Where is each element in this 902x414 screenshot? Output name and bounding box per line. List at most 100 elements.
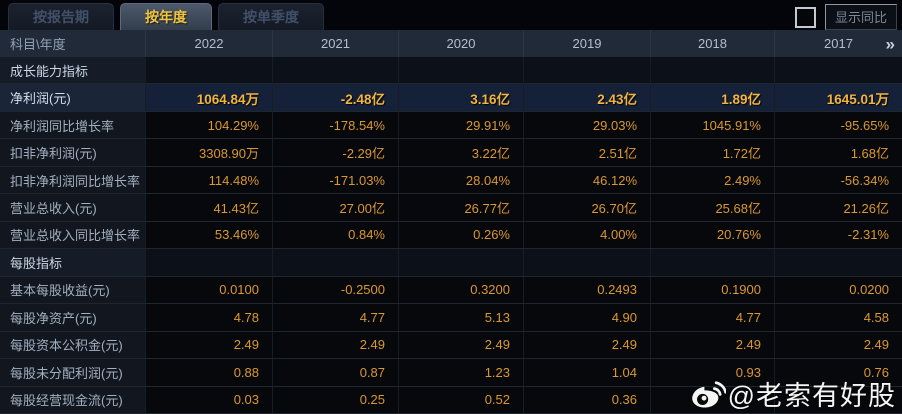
table-cell: 3.16亿 — [398, 84, 523, 111]
table-cell — [650, 249, 774, 276]
table-row-deducted-net-profit: 扣非净利润(元) 3308.90万 -2.29亿 3.22亿 2.51亿 1.7… — [0, 139, 902, 167]
year-header-2018[interactable]: 2018 — [650, 30, 774, 57]
table-cell: 20.76% — [650, 221, 774, 249]
table-header-row: 科目\年度 2022 2021 2020 2019 2018 2017 » — [0, 30, 902, 57]
section-row: 成长能力指标 — [0, 57, 902, 85]
table-cell: -95.65% — [774, 111, 902, 139]
table-cell: -2.48亿 — [272, 84, 398, 111]
table-cell: 114.48% — [145, 166, 272, 194]
table-cell: 1.04 — [523, 359, 650, 386]
table-cell: 0.52 — [398, 386, 523, 413]
row-label: 每股经营现金流(元) — [0, 386, 145, 413]
table-cell: 0.0100 — [145, 276, 272, 304]
row-label: 每股未分配利润(元) — [0, 359, 145, 386]
table-row-total-revenue-yoy: 营业总收入同比增长率 53.46% 0.84% 0.26% 4.00% 20.7… — [0, 221, 902, 250]
table-cell — [272, 57, 398, 84]
year-header-2022[interactable]: 2022 — [145, 30, 272, 57]
table-cell: -2.31% — [774, 221, 902, 249]
table-cell: 0.2493 — [523, 276, 650, 304]
table-cell: 4.77 — [272, 304, 398, 331]
table-row-total-revenue: 营业总收入(元) 41.43亿 27.00亿 26.77亿 26.70亿 25.… — [0, 194, 902, 222]
table-cell: 53.46% — [145, 221, 272, 249]
row-label: 营业总收入(元) — [0, 194, 145, 221]
table-cell: 0.25 — [272, 386, 398, 413]
table-cell: 0.26% — [398, 221, 523, 249]
table-row-undistributed-profit-per-share: 每股未分配利润(元) 0.88 0.87 1.23 1.04 0.93 0.76 — [0, 359, 902, 387]
table-cell: 4.77 — [650, 304, 774, 331]
year-header-label: 2017 — [824, 36, 853, 51]
table-cell: 4.58 — [774, 304, 902, 331]
table-cell: 4.78 — [145, 304, 272, 331]
table-cell: 0.87 — [272, 359, 398, 386]
tab-by-report-period[interactable]: 按报告期 — [8, 3, 114, 30]
table-cell: 0.1900 — [650, 276, 774, 304]
table-cell — [650, 386, 774, 413]
more-years-chevron-icon[interactable]: » — [885, 34, 896, 53]
section-label: 每股指标 — [0, 249, 145, 276]
row-label: 净利润(元) — [0, 84, 145, 111]
table-cell — [145, 57, 272, 84]
table-cell: -0.2500 — [272, 276, 398, 304]
table-cell: 104.29% — [145, 111, 272, 139]
table-cell: 1645.01万 — [774, 84, 902, 111]
table-cell: 26.77亿 — [398, 194, 523, 221]
table-cell: -171.03% — [272, 166, 398, 194]
tab-by-quarter[interactable]: 按单季度 — [218, 3, 324, 30]
table-cell: 1.72亿 — [650, 139, 774, 166]
table-cell — [398, 57, 523, 84]
table-cell: 46.12% — [523, 166, 650, 194]
table-cell: 0.84% — [272, 221, 398, 249]
table-cell: 2.51亿 — [523, 139, 650, 166]
year-header-2017[interactable]: 2017 » — [774, 30, 902, 57]
table-cell: 4.00% — [523, 221, 650, 249]
tab-by-year[interactable]: 按年度 — [120, 3, 212, 30]
table-row-capital-reserve-per-share: 每股资本公积金(元) 2.49 2.49 2.49 2.49 2.49 2.49 — [0, 331, 902, 360]
row-label: 每股资本公积金(元) — [0, 331, 145, 359]
year-header-2020[interactable]: 2020 — [398, 30, 523, 57]
table-cell: 25.68亿 — [650, 194, 774, 221]
table-row-net-assets-per-share: 每股净资产(元) 4.78 4.77 5.13 4.90 4.77 4.58 — [0, 304, 902, 332]
table-cell: 2.49% — [650, 166, 774, 194]
row-label: 扣非净利润同比增长率 — [0, 166, 145, 194]
table-cell — [650, 57, 774, 84]
table-cell — [523, 57, 650, 84]
table-row-operating-cashflow-per-share: 每股经营现金流(元) 0.03 0.25 0.52 0.36 — [0, 386, 902, 414]
table-cell: 0.93 — [650, 359, 774, 386]
table-cell — [523, 249, 650, 276]
table-cell: 4.90 — [523, 304, 650, 331]
table-cell: 3308.90万 — [145, 139, 272, 166]
table-cell: 2.43亿 — [523, 84, 650, 111]
row-label: 营业总收入同比增长率 — [0, 221, 145, 249]
table-cell: 1.68亿 — [774, 139, 902, 166]
table-cell: 2.49 — [774, 331, 902, 359]
table-cell — [145, 249, 272, 276]
table-cell: 28.04% — [398, 166, 523, 194]
row-label: 基本每股收益(元) — [0, 276, 145, 304]
yoy-controls: 显示同比 — [794, 4, 897, 30]
year-header-2019[interactable]: 2019 — [523, 30, 650, 57]
table-cell: 0.03 — [145, 386, 272, 413]
table-cell: 2.49 — [272, 331, 398, 359]
table-cell: 1.23 — [398, 359, 523, 386]
show-yoy-label[interactable]: 显示同比 — [824, 4, 897, 30]
table-cell: 21.26亿 — [774, 194, 902, 221]
table-body: 成长能力指标 净利润(元) 1064.84万 -2.48亿 3.16亿 2.43… — [0, 57, 902, 414]
table-cell: 26.70亿 — [523, 194, 650, 221]
show-yoy-checkbox[interactable] — [794, 6, 816, 28]
table-row-net-profit-yoy: 净利润同比增长率 104.29% -178.54% 29.91% 29.03% … — [0, 111, 902, 140]
section-row: 每股指标 — [0, 249, 902, 277]
table-row-net-profit: 净利润(元) 1064.84万 -2.48亿 3.16亿 2.43亿 1.89亿… — [0, 84, 902, 112]
table-cell — [774, 249, 902, 276]
table-cell — [398, 249, 523, 276]
corner-header: 科目\年度 — [10, 37, 66, 52]
table-cell: 5.13 — [398, 304, 523, 331]
table-cell: 2.49 — [650, 331, 774, 359]
year-header-2021[interactable]: 2021 — [272, 30, 398, 57]
table-row-deducted-net-profit-yoy: 扣非净利润同比增长率 114.48% -171.03% 28.04% 46.12… — [0, 166, 902, 195]
table-cell: -56.34% — [774, 166, 902, 194]
table-cell: 1064.84万 — [145, 84, 272, 111]
table-cell — [774, 386, 902, 413]
table-cell — [272, 249, 398, 276]
table-cell: -178.54% — [272, 111, 398, 139]
